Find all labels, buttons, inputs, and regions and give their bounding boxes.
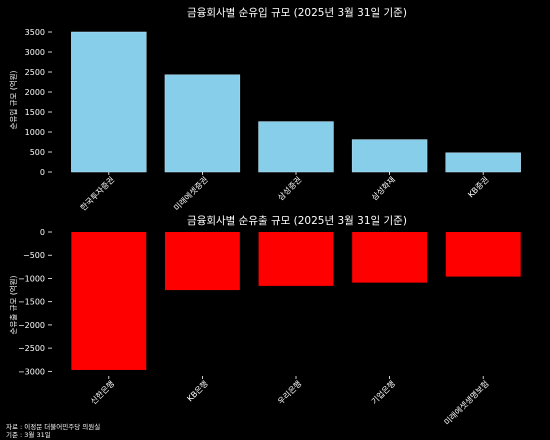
- source-note: 자료 : 이정문 더불어민주당 의원실: [6, 423, 101, 431]
- y-axis-label: 순유출 규모 (억원): [8, 275, 18, 334]
- bar: [164, 74, 241, 173]
- bar: [351, 139, 428, 173]
- x-tick-label: 기업은행: [369, 378, 397, 406]
- y-tick-label: −2000: [18, 321, 45, 330]
- outflow-chart: 금융회사별 순유출 규모 (2025년 3월 31일 기준) 순유출 규모 (억…: [8, 214, 521, 427]
- bar: [258, 121, 334, 173]
- inflow-chart: 금융회사별 순유입 규모 (2025년 3월 31일 기준) 순유입 규모 (억…: [9, 6, 521, 213]
- y-tick-label: 2500: [25, 68, 45, 77]
- y-axis-label: 순유입 규모 (억원): [9, 70, 18, 129]
- y-tick-label: −500: [23, 251, 45, 260]
- y-tick-label: 1500: [25, 108, 45, 117]
- x-tick-label: 한국투자증권: [78, 174, 116, 212]
- x-tick-label: 미래에셋증권: [172, 174, 210, 212]
- y-tick-label: 0: [40, 228, 45, 237]
- bar: [258, 232, 334, 286]
- bar: [445, 152, 521, 173]
- y-tick-label: 3000: [25, 48, 45, 57]
- bar: [445, 232, 521, 277]
- x-tick-label: KB은행: [185, 378, 210, 403]
- y-tick-label: 3500: [25, 28, 45, 37]
- bar: [71, 232, 147, 370]
- x-tick-label: 우리은행: [276, 378, 304, 406]
- y-tick-label: 0: [40, 168, 45, 177]
- y-tick-label: 2000: [25, 88, 45, 97]
- bar: [164, 232, 240, 291]
- y-tick-label: 1000: [25, 128, 45, 137]
- x-tick-label: 미래에셋생명보험: [442, 378, 491, 427]
- y-tick-label: −1500: [18, 298, 45, 307]
- x-tick-label: 신한은행: [88, 378, 116, 406]
- chart-title: 금융회사별 순유입 규모 (2025년 3월 31일 기준): [187, 6, 407, 19]
- y-tick-label: −3000: [18, 367, 45, 376]
- chart-title: 금융회사별 순유출 규모 (2025년 3월 31일 기준): [187, 214, 407, 227]
- y-tick-label: 500: [30, 148, 45, 157]
- basis-note: 기준 : 3월 31일: [6, 431, 51, 439]
- x-tick-label: 삼성화재: [369, 174, 397, 202]
- bar: [71, 31, 147, 173]
- x-tick-label: KB증권: [466, 174, 491, 199]
- y-tick-label: −1000: [18, 274, 45, 283]
- x-tick-label: 삼성증권: [276, 174, 304, 202]
- y-tick-label: −2500: [18, 344, 45, 353]
- bar: [352, 232, 428, 283]
